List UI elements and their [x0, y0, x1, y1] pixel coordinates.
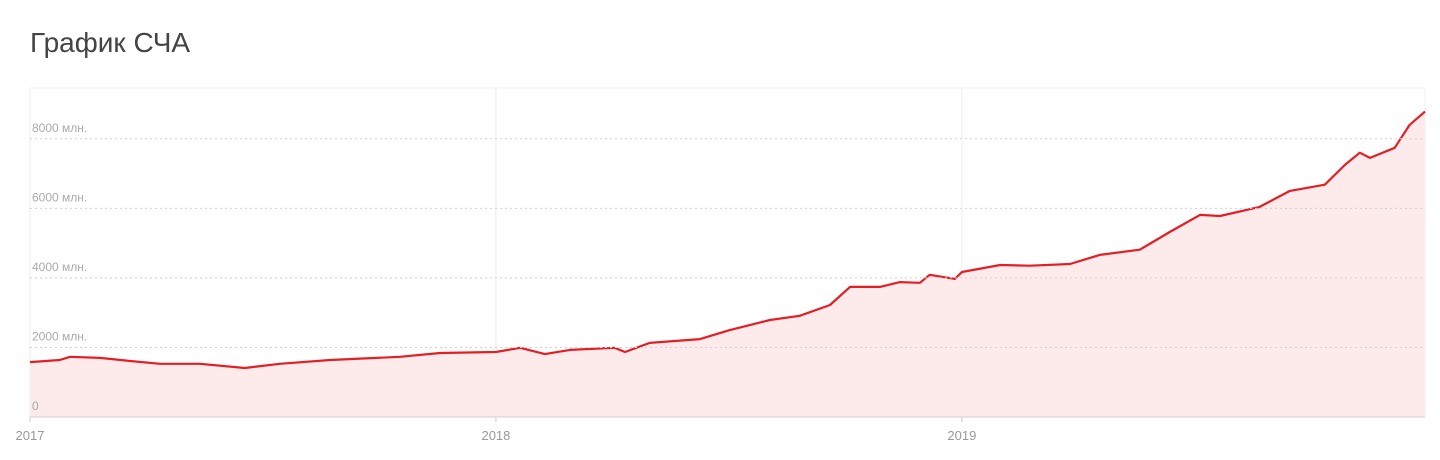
x-tick-label: 2019: [947, 428, 976, 443]
x-tick-label: 2018: [481, 428, 510, 443]
chart-title: График СЧА: [30, 27, 190, 58]
y-tick-label: 6000 млн.: [32, 190, 87, 204]
y-tick-label: 2000 млн.: [32, 329, 87, 343]
y-tick-label: 4000 млн.: [32, 260, 87, 274]
y-tick-label: 8000 млн.: [32, 121, 87, 135]
x-tick-label: 2017: [16, 428, 45, 443]
area-fill: [30, 111, 1425, 417]
series-line: [29, 110, 1426, 370]
y-tick-label: 0: [32, 399, 39, 413]
